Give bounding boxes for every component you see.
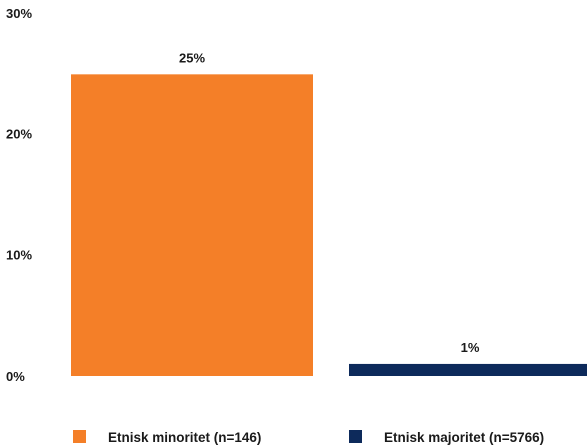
y-tick-label: 0% xyxy=(6,369,25,384)
bars xyxy=(71,74,587,376)
data-labels: 25% 1% xyxy=(179,50,480,355)
bar xyxy=(349,363,587,376)
y-axis: 0% 10% 20% 30% xyxy=(6,6,32,384)
data-label: 25% xyxy=(179,50,205,65)
legend-swatch xyxy=(73,430,86,443)
legend: Etnisk minoritet (n=146) Etnisk majoritet… xyxy=(73,430,544,445)
y-tick-label: 20% xyxy=(6,127,32,142)
legend-swatch xyxy=(349,430,362,443)
data-label: 1% xyxy=(461,340,480,355)
y-tick-label: 30% xyxy=(6,6,32,21)
bar xyxy=(71,74,313,376)
legend-label: Etnisk majoritet (n=5766) xyxy=(384,430,544,445)
y-tick-label: 10% xyxy=(6,247,32,262)
legend-label: Etnisk minoritet (n=146) xyxy=(108,430,261,445)
